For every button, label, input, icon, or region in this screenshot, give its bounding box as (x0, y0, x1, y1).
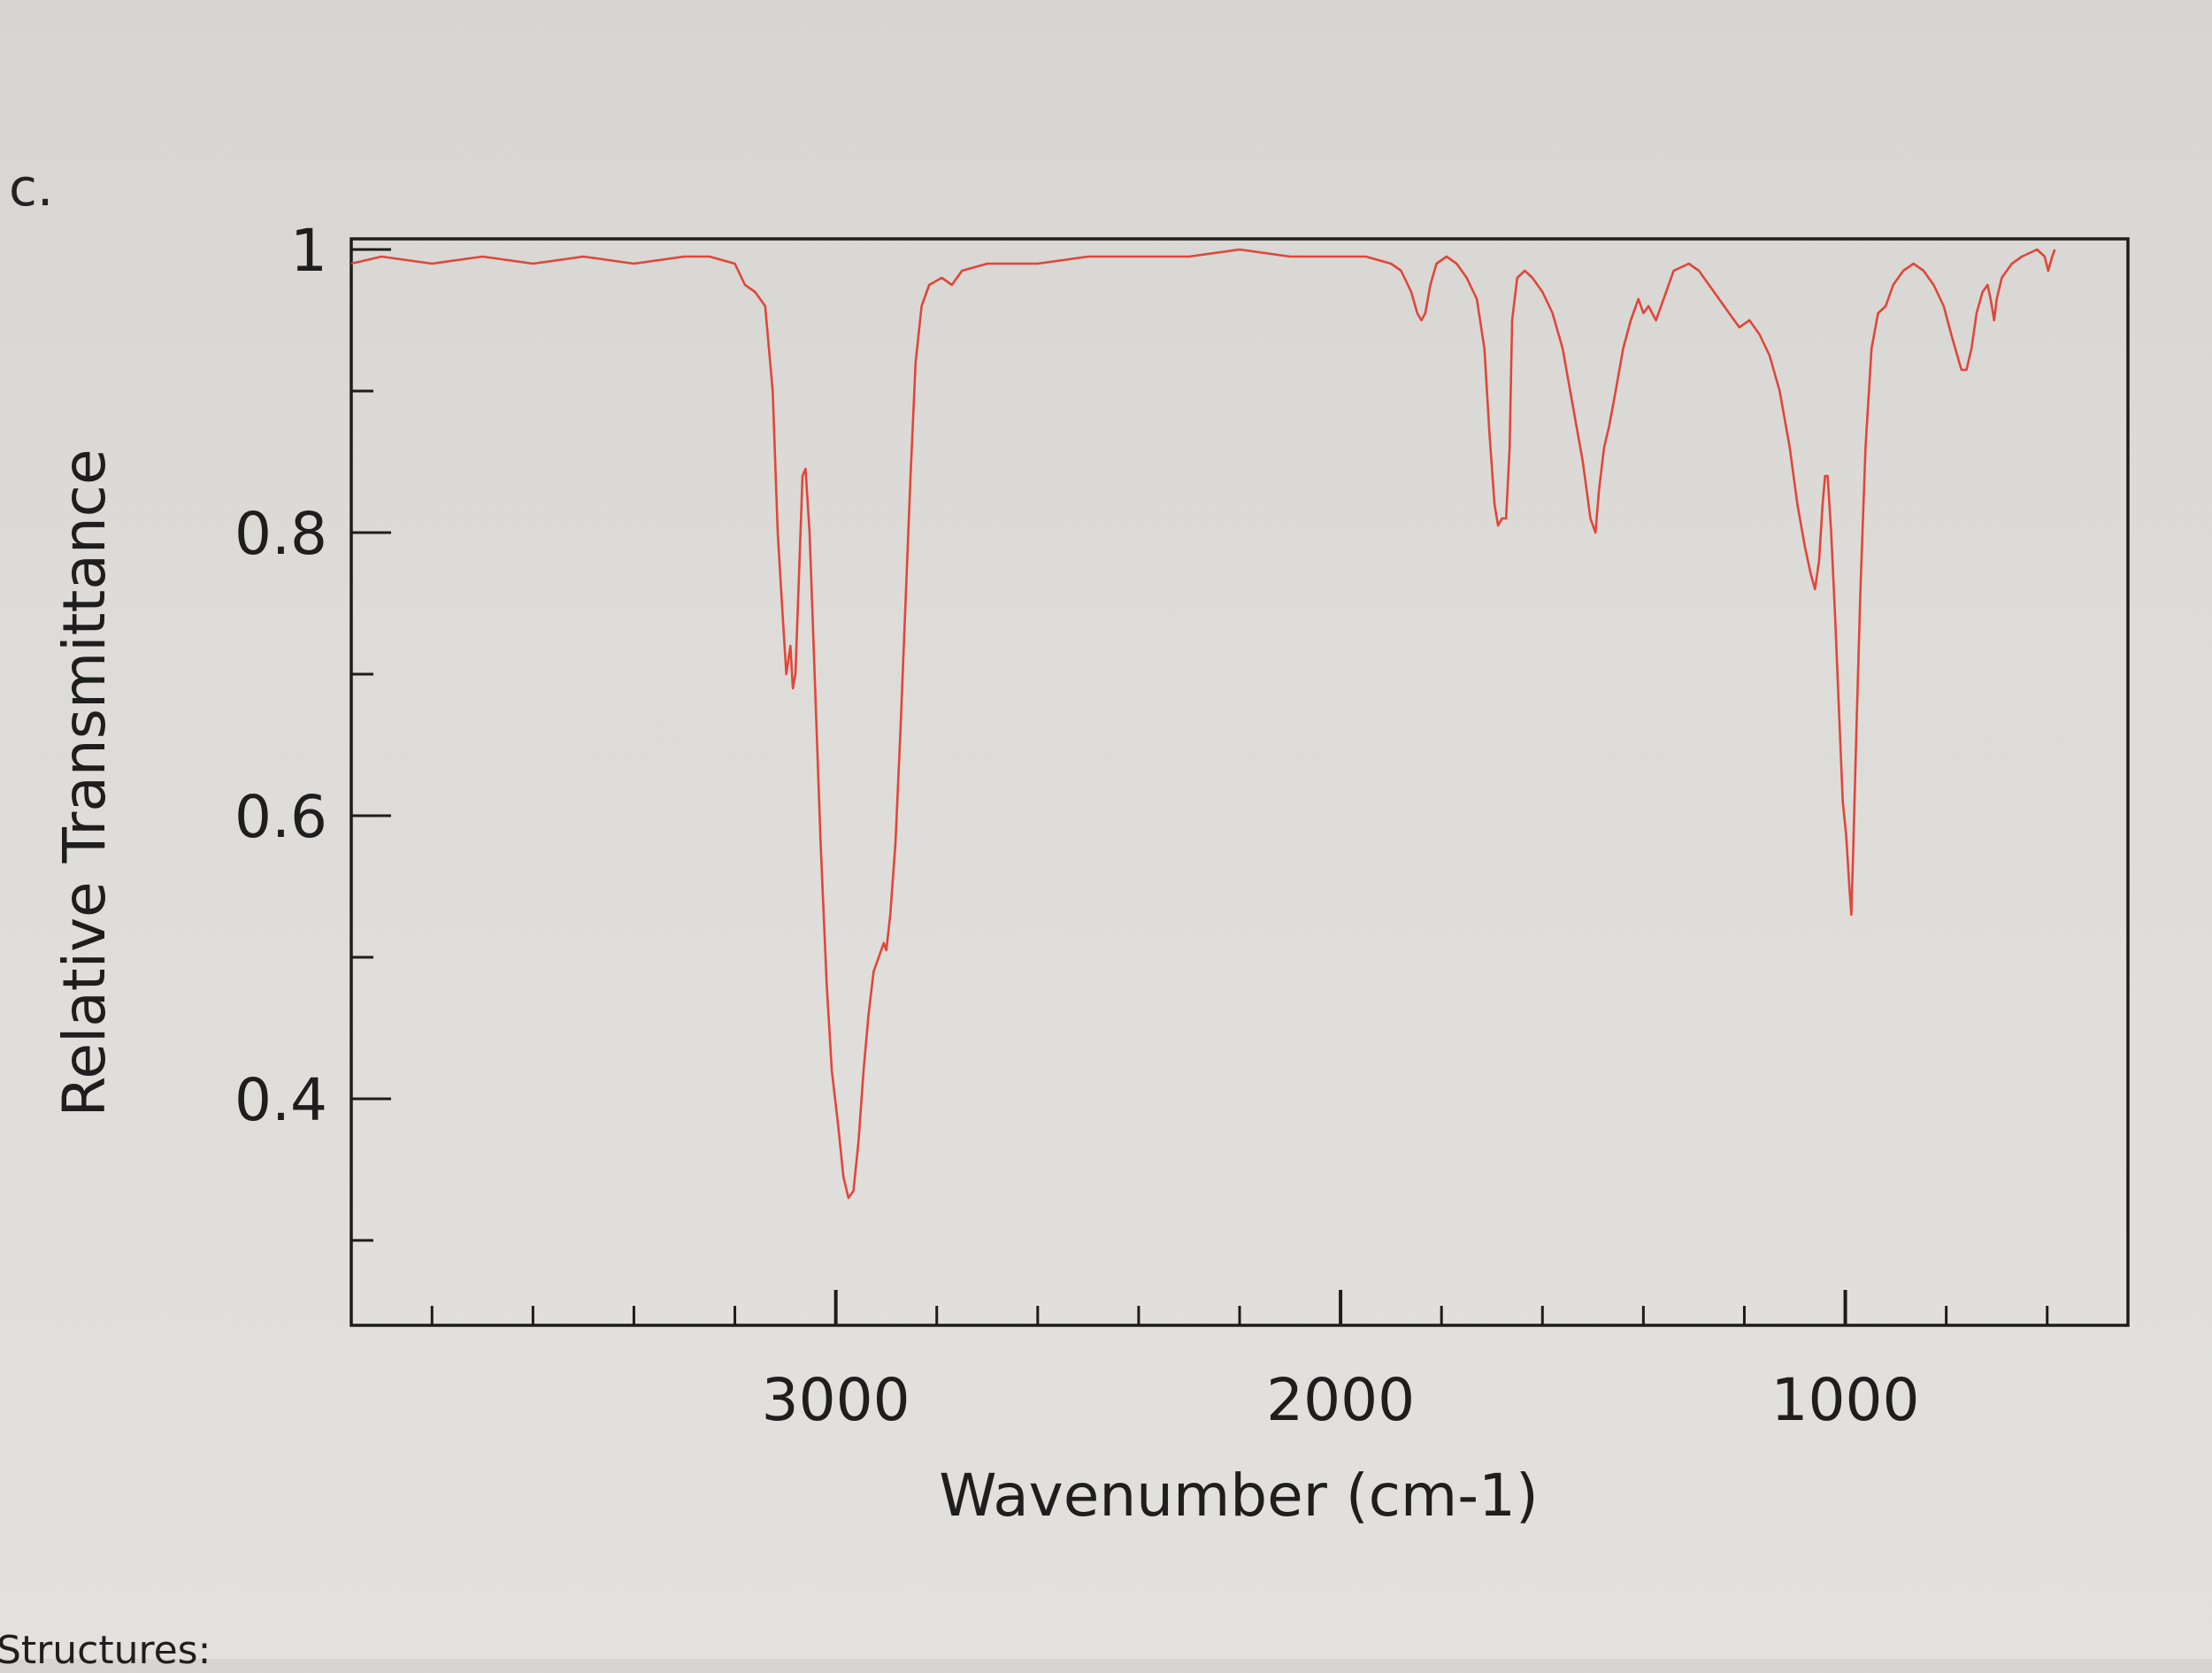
x-axis-title: Wavenumber (cm-1) (939, 1462, 1539, 1530)
x-tick-label: 3000 (762, 1366, 910, 1434)
plot-frame (349, 237, 2130, 1327)
y-tick-label: 0.8 (234, 500, 327, 568)
question-label: c. (9, 157, 54, 218)
x-tick-labels: 3000 2000 1000 (762, 1366, 1920, 1434)
y-tick-label: 0.6 (234, 783, 327, 851)
y-tick-label: 0.4 (234, 1066, 327, 1134)
y-axis-title: Relative Transmittance (50, 449, 119, 1117)
x-axis-ticks (430, 1290, 2049, 1325)
y-tick-label: 1 (290, 217, 327, 285)
structures-label: Structures: (0, 1628, 211, 1673)
x-tick-label: 2000 (1266, 1366, 1415, 1434)
x-tick-label: 1000 (1771, 1366, 1920, 1434)
spectrum-line (350, 248, 2056, 1200)
y-axis-ticks (351, 248, 391, 1242)
plot-border (349, 237, 2130, 1327)
y-tick-labels: 1 0.8 0.6 0.4 (234, 217, 327, 1134)
